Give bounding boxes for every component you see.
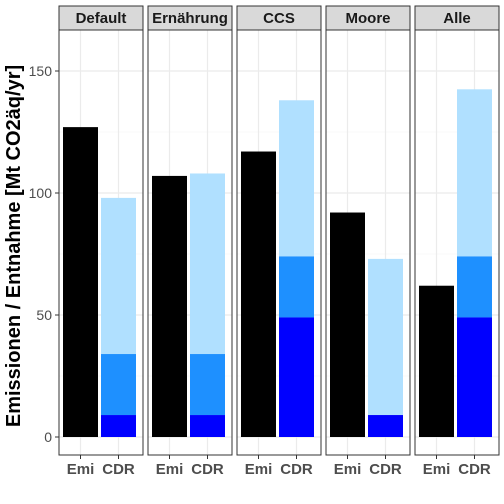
bar-cdr-segment-bottom [101, 415, 136, 437]
bar-cdr-segment-top [101, 197, 136, 355]
bar-emi [63, 127, 98, 438]
x-tick-label: CDR [191, 461, 224, 478]
panel-border [236, 29, 322, 456]
x-tick-label: CDR [369, 461, 402, 478]
facet-strip-label: Alle [443, 10, 471, 27]
bar-emi [241, 151, 276, 437]
y-tick-label: 0 [44, 429, 52, 445]
x-tick-label: Emi [334, 461, 362, 478]
facet-strip-label: Moore [346, 10, 391, 27]
bar-cdr-segment-bottom [279, 317, 314, 437]
y-axis-title: Emissionen / Entnahme [Mt CO2äq/yr] [3, 65, 25, 427]
x-tick-label: Emi [67, 461, 95, 478]
facet-strip-label: CCS [263, 10, 295, 27]
x-tick-label: CDR [280, 461, 313, 478]
facet-strip-label: Default [76, 10, 127, 27]
facet-panel-ccs: CCS Emi CDR [236, 5, 322, 478]
bar-cdr-segment-top [279, 100, 314, 257]
x-tick-label: Emi [245, 461, 273, 478]
facet-strip-label: Ernährung [152, 10, 228, 27]
x-tick-label: Emi [423, 461, 451, 478]
bar-cdr-segment-top [368, 258, 403, 416]
panel-border [147, 29, 233, 456]
facet-panel-ernährung: Ernährung Emi CDR [147, 5, 233, 478]
facet-strip [236, 5, 322, 31]
y-tick-label: 150 [29, 63, 53, 79]
facet-panel-default: Default Emi CDR [58, 5, 144, 478]
facet-strip [414, 5, 500, 31]
bar-cdr-segment-bottom [368, 415, 403, 437]
panel-border [325, 29, 411, 456]
y-tick-label: 50 [36, 307, 52, 323]
x-tick-label: CDR [102, 461, 135, 478]
bar-cdr-segment-top [190, 173, 225, 355]
bar-cdr-segment-middle [190, 354, 225, 416]
bar-cdr-segment-bottom [457, 317, 492, 437]
panel-border [58, 29, 144, 456]
panel-border [414, 29, 500, 456]
bar-cdr-segment-middle [101, 354, 136, 416]
facet-panel-moore: Moore Emi CDR [325, 5, 411, 478]
bar-emi [330, 212, 365, 437]
x-tick-label: CDR [458, 461, 491, 478]
bar-cdr-segment-bottom [190, 415, 225, 437]
x-tick-label: Emi [156, 461, 184, 478]
bar-emi [152, 175, 187, 438]
y-tick-label: 100 [29, 185, 53, 201]
facet-panel-alle: Alle Emi CDR [414, 5, 500, 478]
facet-strip [147, 5, 233, 31]
bar-cdr-segment-top [457, 89, 492, 257]
y-axis: 0 50 100 150 [29, 63, 59, 445]
bar-cdr-segment-middle [457, 256, 492, 318]
bar-emi [419, 285, 454, 437]
bar-cdr-segment-middle [279, 256, 314, 318]
facet-strip [58, 5, 144, 31]
facet-strip [325, 5, 411, 31]
